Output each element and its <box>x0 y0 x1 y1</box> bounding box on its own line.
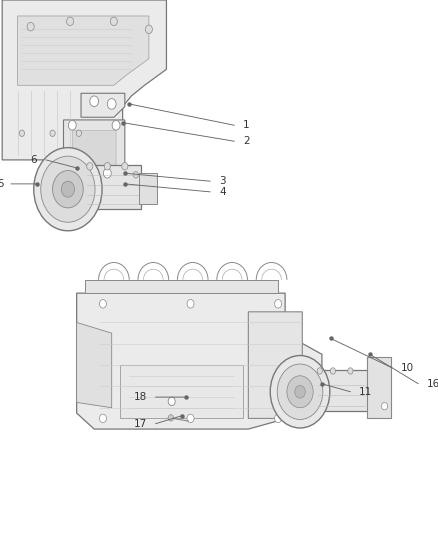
Circle shape <box>330 368 336 374</box>
Circle shape <box>187 414 194 423</box>
Text: 5: 5 <box>0 179 4 189</box>
Text: 3: 3 <box>219 176 226 186</box>
Circle shape <box>275 300 282 308</box>
Text: 18: 18 <box>134 392 147 402</box>
Polygon shape <box>72 131 116 176</box>
Circle shape <box>122 163 128 170</box>
Polygon shape <box>81 93 125 117</box>
Text: 4: 4 <box>219 187 226 197</box>
Bar <box>367 357 391 418</box>
Text: 6: 6 <box>31 155 37 165</box>
Bar <box>139 173 157 204</box>
Circle shape <box>87 163 93 170</box>
Circle shape <box>275 414 282 423</box>
Circle shape <box>287 376 313 408</box>
Circle shape <box>76 130 81 136</box>
Circle shape <box>270 356 330 428</box>
Text: 2: 2 <box>243 136 250 146</box>
Text: 1: 1 <box>243 120 250 130</box>
Circle shape <box>27 22 34 31</box>
Bar <box>85 165 141 209</box>
Circle shape <box>381 402 388 410</box>
Circle shape <box>168 415 173 421</box>
Circle shape <box>295 385 305 398</box>
Circle shape <box>99 300 106 308</box>
Circle shape <box>277 364 323 419</box>
Circle shape <box>68 171 76 181</box>
Text: 17: 17 <box>134 419 147 429</box>
Circle shape <box>110 17 117 26</box>
Circle shape <box>112 120 120 130</box>
Circle shape <box>68 120 76 130</box>
Text: 10: 10 <box>401 363 414 373</box>
Circle shape <box>90 96 99 107</box>
Circle shape <box>50 130 55 136</box>
Polygon shape <box>85 280 278 293</box>
Circle shape <box>61 181 74 197</box>
Circle shape <box>145 25 152 34</box>
Polygon shape <box>120 365 243 418</box>
Bar <box>315 370 368 411</box>
Circle shape <box>107 99 116 109</box>
Circle shape <box>348 368 353 374</box>
Polygon shape <box>2 0 166 160</box>
Circle shape <box>187 300 194 308</box>
Circle shape <box>103 168 111 178</box>
Text: 16: 16 <box>427 379 438 389</box>
Polygon shape <box>18 16 149 85</box>
Circle shape <box>53 171 83 208</box>
Circle shape <box>19 130 25 136</box>
Polygon shape <box>248 312 302 418</box>
Polygon shape <box>64 120 125 184</box>
Polygon shape <box>77 293 322 429</box>
Circle shape <box>34 148 102 231</box>
Circle shape <box>133 172 138 178</box>
Circle shape <box>168 397 175 406</box>
Polygon shape <box>77 322 112 408</box>
Circle shape <box>67 17 74 26</box>
Text: 11: 11 <box>359 387 372 397</box>
Circle shape <box>99 414 106 423</box>
Circle shape <box>41 156 95 222</box>
Circle shape <box>104 163 110 170</box>
Circle shape <box>317 368 322 374</box>
